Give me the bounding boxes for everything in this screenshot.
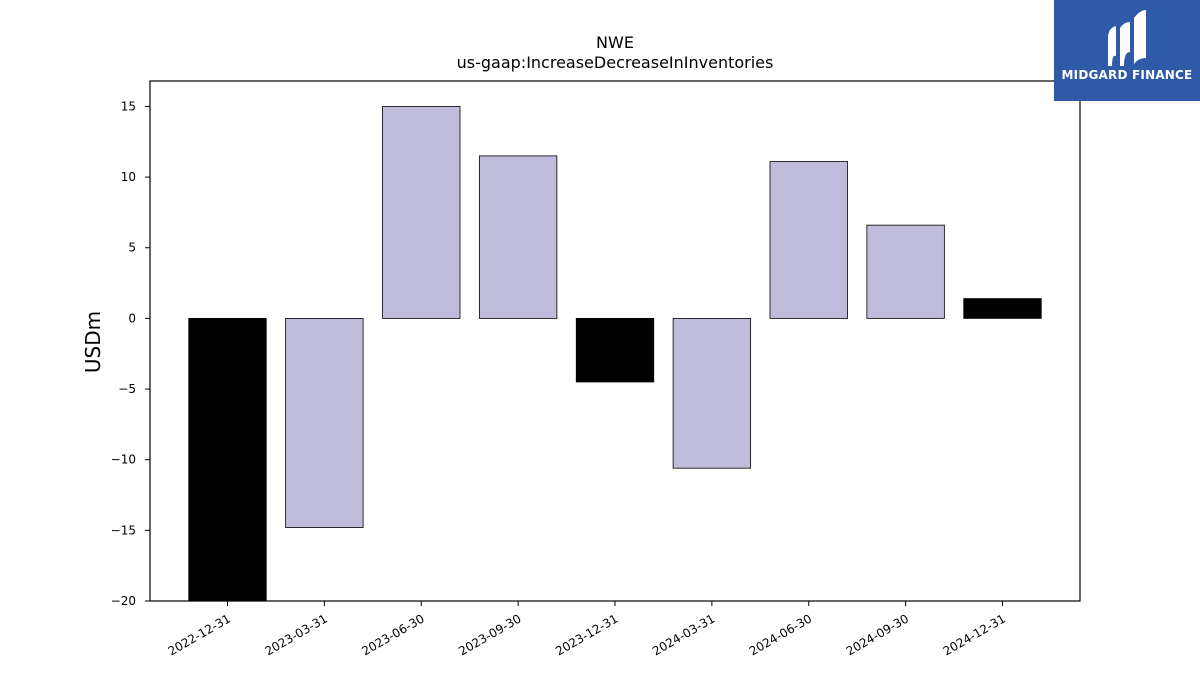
bar-2024-03-31: [672, 317, 752, 469]
x-tick-label: 2024-03-31: [650, 611, 717, 658]
x-tick-label: 2024-12-31: [941, 611, 1008, 658]
bar-2023-12-31: [575, 317, 655, 383]
y-tick-label: 15: [121, 99, 136, 113]
x-tick-label: 2023-09-30: [456, 611, 523, 658]
y-axis-label: USDm: [81, 311, 105, 373]
x-tick-label: 2022-12-31: [166, 611, 233, 658]
x-tick-label: 2024-09-30: [844, 611, 911, 658]
logo-text: MIDGARD FINANCE: [1061, 68, 1193, 82]
bars-group: [188, 106, 1042, 602]
y-tick-label: −10: [111, 453, 136, 467]
x-tick-label: 2023-12-31: [553, 611, 620, 658]
x-axis: 2022-12-31 2023-03-31 2023-06-30 2023-09-30…: [166, 601, 1008, 658]
plot-frame: [149, 80, 1081, 602]
y-tick-label: 5: [128, 241, 136, 255]
y-tick-label: 10: [121, 170, 136, 184]
x-tick-label: 2023-03-31: [262, 611, 329, 658]
bar-2024-06-30: [769, 161, 848, 319]
y-tick-label: 0: [128, 311, 136, 325]
bar-2023-09-30: [478, 155, 558, 319]
bar-2024-12-31: [963, 298, 1042, 319]
y-tick-label: −20: [111, 594, 136, 608]
chart-title: NWE: [596, 33, 634, 52]
y-axis: 15 10 5 0 −5 −10 −15 −20: [111, 99, 150, 608]
bar-2023-06-30: [382, 106, 461, 319]
chart-subtitle: us-gaap:IncreaseDecreaseInInventories: [457, 53, 774, 72]
x-tick-label: 2024-06-30: [747, 611, 814, 658]
midgard-logo-icon: [1108, 10, 1146, 66]
bar-2022-12-31: [188, 317, 267, 602]
y-tick-label: −5: [118, 382, 136, 396]
bar-2024-09-30: [866, 224, 945, 319]
x-tick-label: 2023-06-30: [359, 611, 426, 658]
y-tick-label: −15: [111, 523, 136, 537]
midgard-finance-logo: MIDGARD FINANCE: [1054, 0, 1200, 101]
bar-2023-03-31: [285, 317, 364, 528]
